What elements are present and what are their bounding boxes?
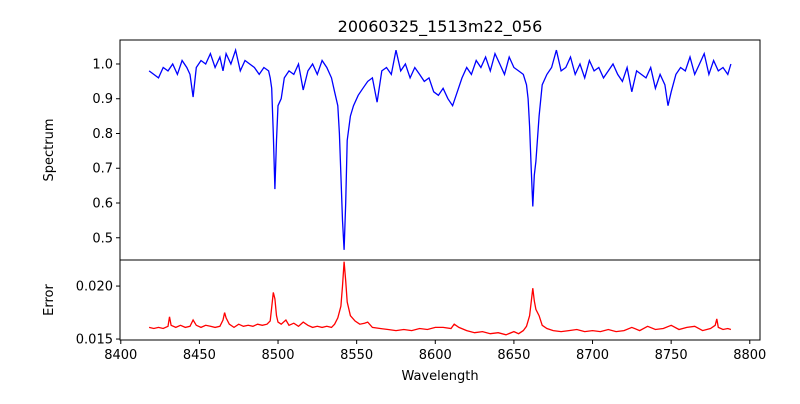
- y-tick-label: 0.020: [76, 280, 113, 295]
- x-tick-label: 8400: [104, 348, 137, 363]
- x-tick-label: 8500: [261, 348, 294, 363]
- y-tick-label: 0.7: [92, 162, 113, 177]
- error-ylabel: Error: [42, 284, 57, 316]
- chart-title: 20060325_1513m22_056: [338, 17, 543, 37]
- y-tick-label: 0.015: [76, 333, 113, 348]
- y-tick-label: 0.8: [92, 127, 113, 142]
- x-tick-label: 8700: [576, 348, 609, 363]
- error-line: [148, 261, 732, 336]
- x-tick-label: 8650: [497, 348, 530, 363]
- spectrum-ylabel: Spectrum: [42, 119, 57, 182]
- x-tick-label: 8750: [655, 348, 688, 363]
- error-axes: 0.015 0.020 8400 8450 8500 8550 8600 8650 8700 87…: [76, 259, 766, 363]
- y-tick-label: 0.6: [92, 197, 113, 212]
- y-tick-label: 1.0: [92, 57, 113, 72]
- x-tick-label: 8600: [419, 348, 452, 363]
- x-tick-label: 8550: [340, 348, 373, 363]
- spectrum-axes: 0.5 0.6 0.7 0.8 0.9 1.0: [92, 39, 761, 261]
- axes-frame: [119, 39, 761, 261]
- spectrum-line: [148, 47, 732, 250]
- y-tick-label: 0.9: [92, 92, 113, 107]
- x-tick-label: 8450: [183, 348, 216, 363]
- x-tick-label: 8800: [733, 348, 766, 363]
- x-axis-label: Wavelength: [401, 369, 478, 384]
- axes-frame: [119, 259, 761, 341]
- y-tick-label: 0.5: [92, 231, 113, 246]
